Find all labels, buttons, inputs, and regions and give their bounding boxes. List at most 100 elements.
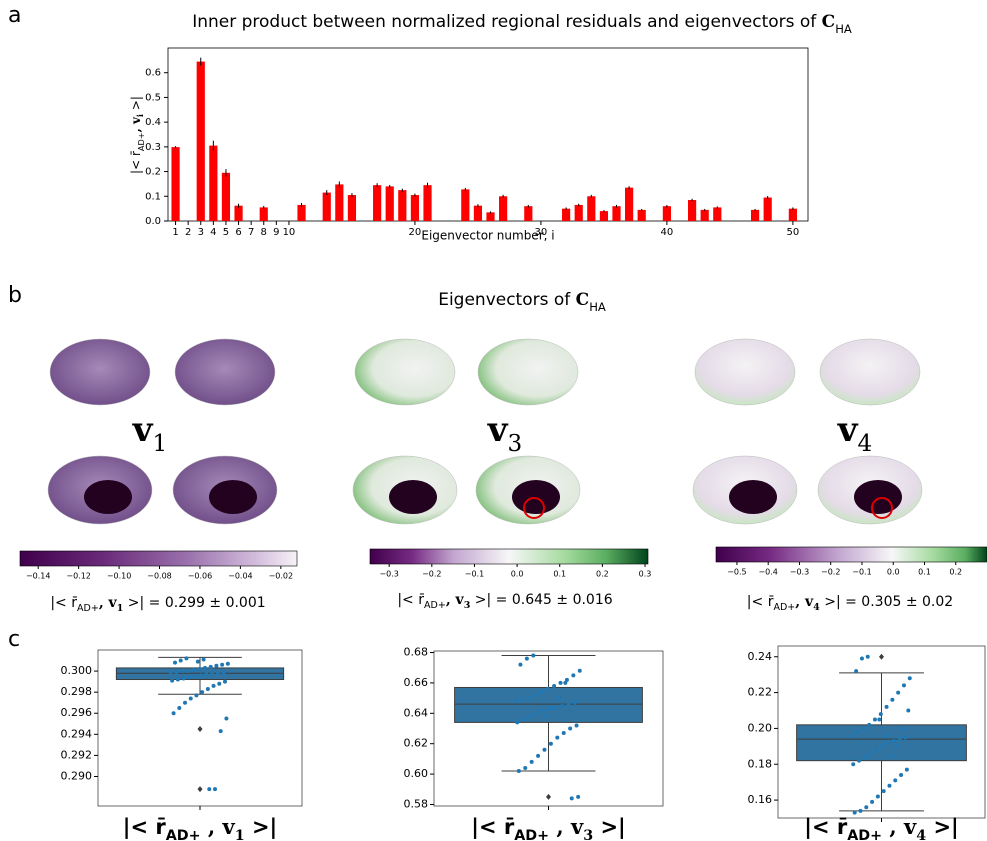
data-point — [553, 705, 558, 710]
data-point — [177, 705, 182, 710]
outlier — [879, 653, 884, 660]
text-part: |< r̄ — [804, 815, 848, 840]
data-point — [188, 696, 193, 701]
data-point — [577, 668, 582, 673]
text-part: >| — [129, 96, 143, 114]
data-point — [887, 783, 892, 788]
y-tick-label: 0.0 — [145, 216, 161, 227]
data-point — [896, 690, 901, 695]
colorbar-tick-label: −0.08 — [147, 572, 172, 581]
annotation: |< r̄AD+, v4 >| = 0.305 ± 0.02 — [747, 594, 953, 613]
colorbar — [715, 546, 987, 563]
data-point — [521, 717, 526, 722]
bar — [347, 195, 357, 221]
brain-lateral — [477, 338, 579, 406]
data-point — [168, 670, 173, 675]
bar — [373, 185, 382, 221]
data-point — [225, 661, 230, 666]
data-point — [897, 737, 902, 742]
data-point — [171, 711, 176, 716]
text-part: Inner product between normalized regiona… — [192, 12, 821, 32]
bar — [599, 211, 608, 221]
data-point — [548, 741, 553, 746]
bar — [587, 196, 596, 221]
data-point — [852, 810, 857, 815]
bar — [562, 208, 571, 221]
x-tick-label: 20 — [409, 227, 422, 238]
x-tick-label: 10 — [283, 227, 296, 238]
bar — [625, 187, 634, 221]
data-point — [173, 660, 178, 665]
data-point — [880, 744, 885, 749]
colorbar-tick-label: −0.02 — [269, 572, 294, 581]
x-tick-label: 40 — [661, 227, 674, 238]
bar — [637, 209, 646, 221]
bar — [221, 172, 231, 221]
bar — [398, 190, 407, 221]
data-point — [218, 729, 223, 734]
bar — [713, 207, 722, 221]
data-point — [560, 703, 565, 708]
data-point — [183, 700, 188, 705]
y-tick-label: 0.20 — [748, 721, 773, 734]
data-point — [198, 673, 203, 678]
outlier — [197, 786, 203, 793]
data-point — [220, 662, 225, 667]
box — [796, 724, 967, 762]
data-point — [181, 676, 186, 681]
y-axis-label: |< r̄AD+, vi >| — [129, 96, 146, 174]
y-tick-label: 0.6 — [145, 68, 161, 79]
data-point — [857, 758, 862, 763]
text-part: C — [576, 290, 590, 310]
text-part: v — [132, 410, 154, 450]
x-tick-label: 5 — [223, 227, 229, 238]
x-tick-label: 30 — [535, 227, 548, 238]
bar — [574, 204, 583, 221]
data-point — [221, 671, 226, 676]
data-point — [515, 720, 520, 725]
data-point — [532, 693, 537, 698]
text-part: 4 — [813, 602, 820, 613]
data-point — [204, 672, 209, 677]
panel-label: b — [8, 283, 22, 308]
bar — [410, 195, 420, 221]
y-tick-label: 0.68 — [404, 646, 429, 659]
text-part: >| — [593, 815, 626, 840]
text-part: 4 — [858, 431, 873, 457]
brain-medial-wall — [512, 480, 560, 514]
text-part: AD+ — [847, 828, 882, 841]
colorbar-tick-label: −0.2 — [422, 570, 441, 579]
text-part: , v — [99, 595, 118, 611]
data-point — [877, 717, 882, 722]
data-point — [888, 753, 893, 758]
data-point — [544, 714, 549, 719]
text-part: HA — [589, 300, 606, 314]
data-point — [572, 700, 577, 705]
bar — [297, 204, 306, 221]
brain-lateral — [694, 338, 796, 406]
bar — [423, 185, 432, 221]
data-point — [542, 747, 547, 752]
y-tick-label: 0.300 — [61, 664, 93, 677]
data-point — [900, 726, 905, 731]
y-tick-label: 0.5 — [145, 92, 161, 103]
text-part: i — [135, 114, 145, 117]
brain-medial-wall — [854, 480, 902, 514]
bar — [209, 145, 218, 221]
x-tick-label: 6 — [235, 227, 241, 238]
bar — [788, 208, 797, 221]
y-tick-label: 0.292 — [61, 748, 93, 761]
colorbar-tick-label: 0.1 — [918, 568, 931, 577]
data-point — [215, 671, 220, 676]
annotation: |< r̄AD+, v1 >| = 0.299 ± 0.001 — [50, 595, 265, 614]
data-point — [523, 766, 528, 771]
data-point — [534, 711, 539, 716]
data-point — [552, 683, 557, 688]
colorbar-tick-label: 0.2 — [596, 570, 609, 579]
data-point — [193, 674, 198, 679]
data-point — [865, 654, 870, 659]
bar — [385, 186, 394, 221]
bar — [234, 205, 243, 221]
data-point — [907, 676, 912, 681]
text-part: >| = 0.299 ± 0.001 — [123, 595, 265, 611]
